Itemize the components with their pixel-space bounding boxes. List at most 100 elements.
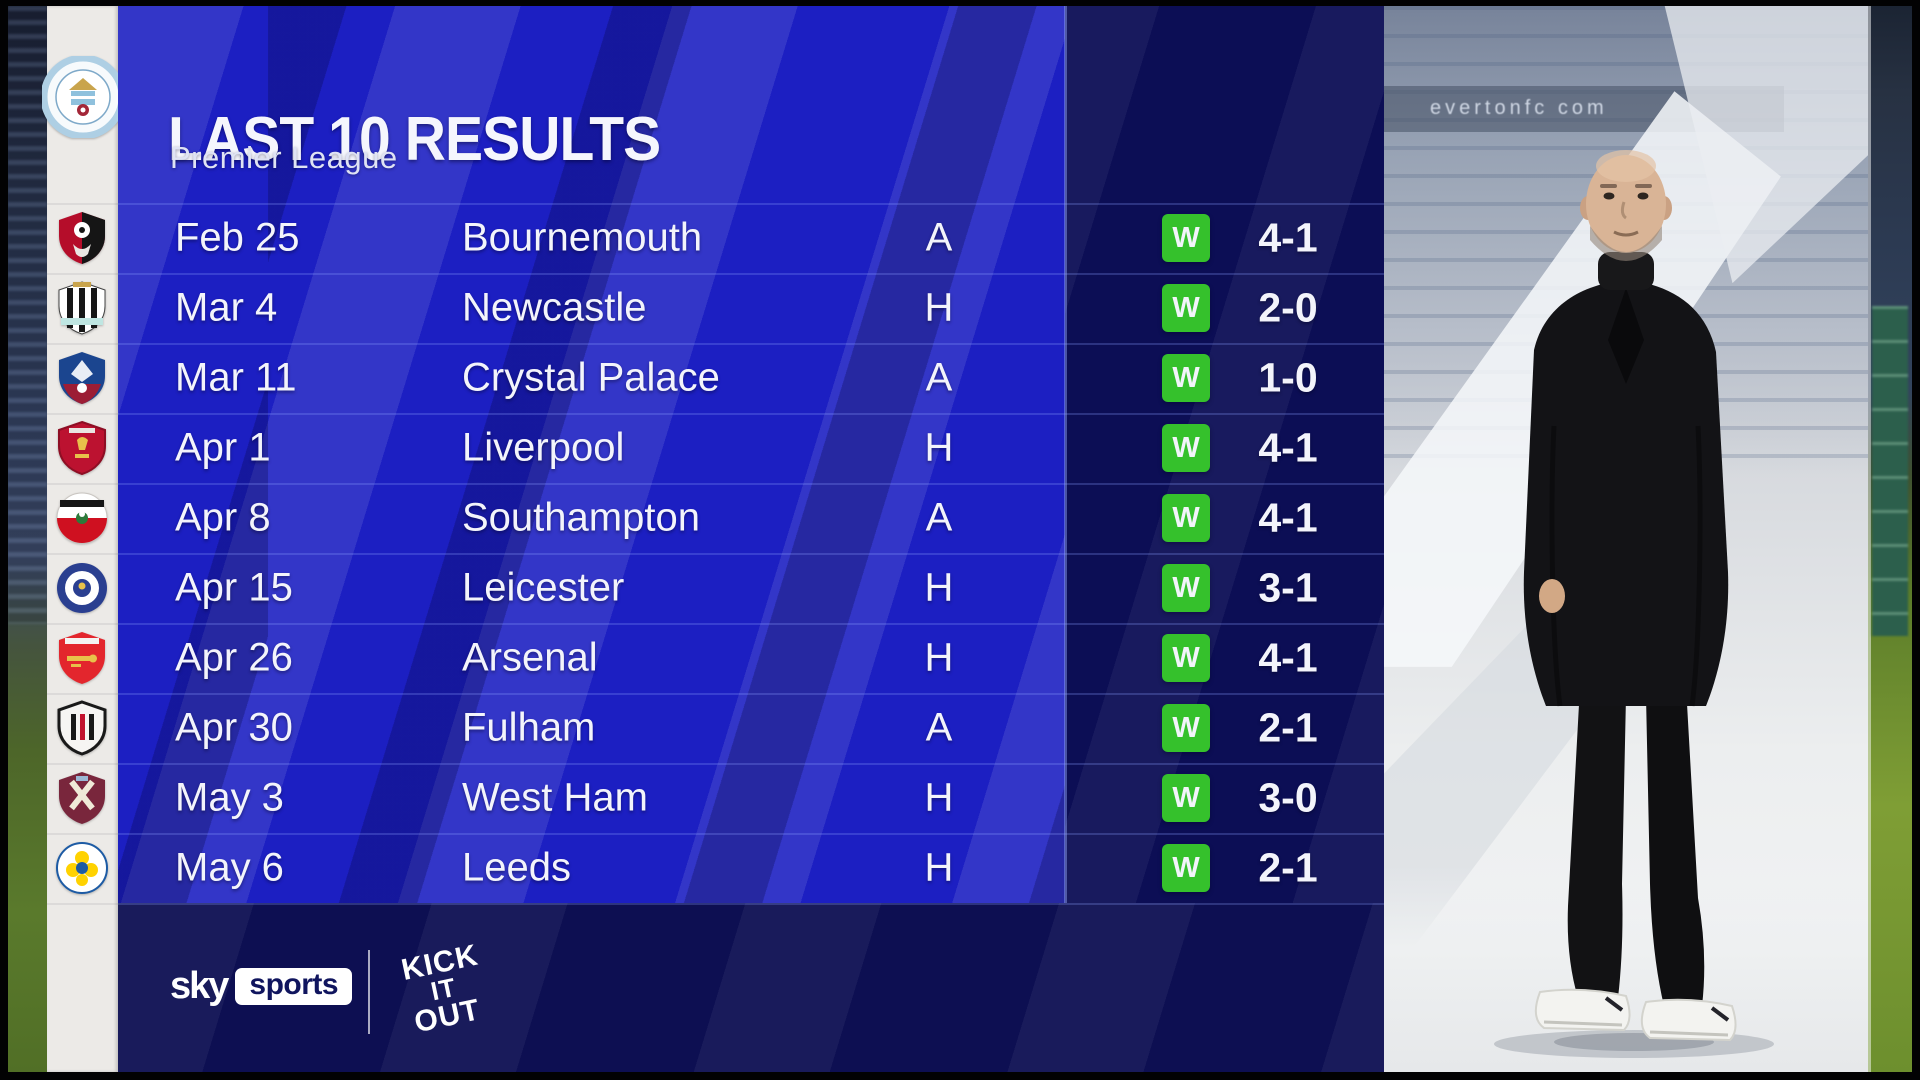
win-badge: W <box>1162 634 1210 682</box>
leeds-crest-icon <box>55 840 109 896</box>
win-badge: W <box>1162 704 1210 752</box>
row-divider <box>118 833 1384 835</box>
match-date: Mar 11 <box>175 355 297 400</box>
match-date: Apr 1 <box>175 425 271 470</box>
background-video-right <box>1868 6 1912 1072</box>
match-date: Apr 8 <box>175 495 271 540</box>
match-date: Feb 25 <box>175 215 300 260</box>
kick-it-out-logo: KICK IT OUT <box>390 936 499 1048</box>
win-badge: W <box>1162 284 1210 332</box>
rail-divider <box>47 833 118 835</box>
match-date: Mar 4 <box>175 285 278 330</box>
venue-indicator: H <box>924 425 954 470</box>
venue-indicator: H <box>924 285 954 330</box>
frame-left <box>0 0 8 1080</box>
team-badge-rail <box>42 6 124 1072</box>
newcastle-crest-icon <box>55 280 109 336</box>
result-row: Apr 30 Fulham A W 2-1 <box>118 693 1384 763</box>
rail-divider <box>47 903 118 905</box>
sky-wordmark: sky <box>170 965 229 1007</box>
page-subtitle: Premier League <box>170 140 398 175</box>
win-badge: W <box>1162 424 1210 472</box>
row-divider <box>118 903 1384 905</box>
win-badge: W <box>1162 564 1210 612</box>
result-row: Feb 25 Bournemouth A W 4-1 <box>118 203 1384 273</box>
score-column-background <box>1065 6 1384 903</box>
result-row: Apr 1 Liverpool H W 4-1 <box>118 413 1384 483</box>
crystal-palace-crest-icon <box>55 350 109 406</box>
studio-floor <box>1384 866 1868 1072</box>
match-score: 4-1 <box>1258 214 1318 261</box>
match-score: 2-1 <box>1258 704 1318 751</box>
rail-divider <box>47 343 118 345</box>
match-date: Apr 30 <box>175 705 293 750</box>
frame-top <box>0 0 1920 6</box>
venue-indicator: H <box>924 635 954 680</box>
result-row: Apr 8 Southampton A W 4-1 <box>118 483 1384 553</box>
match-date: Apr 26 <box>175 635 293 680</box>
win-badge: W <box>1162 354 1210 402</box>
opponent-name: Southampton <box>462 495 700 540</box>
logo-divider <box>368 950 370 1034</box>
opponent-name: Leeds <box>462 845 571 890</box>
stadium-ad-text: evertonfc com <box>1430 97 1608 119</box>
match-date: May 3 <box>175 775 284 820</box>
rail-divider <box>47 553 118 555</box>
match-score: 2-1 <box>1258 844 1318 891</box>
footer-background <box>118 903 1384 1072</box>
win-badge: W <box>1162 494 1210 542</box>
result-row: Apr 26 Arsenal H W 4-1 <box>118 623 1384 693</box>
row-divider <box>118 203 1384 205</box>
match-date: May 6 <box>175 845 284 890</box>
result-row: Apr 15 Leicester H W 3-1 <box>118 553 1384 623</box>
manager-photo-panel: evertonfc com <box>1384 6 1868 1072</box>
blurred-scoreboard <box>1872 306 1908 636</box>
opponent-name: Leicester <box>462 565 625 610</box>
opponent-name: Liverpool <box>462 425 625 470</box>
arsenal-crest-icon <box>55 630 109 686</box>
win-badge: W <box>1162 774 1210 822</box>
opponent-name: Arsenal <box>462 635 598 680</box>
result-row: Mar 11 Crystal Palace A W 1-0 <box>118 343 1384 413</box>
west-ham-crest-icon <box>55 770 109 826</box>
manchester-city-crest-icon <box>42 56 124 138</box>
leicester-crest-icon <box>55 560 109 616</box>
rail-divider <box>47 273 118 275</box>
opponent-name: Fulham <box>462 705 596 750</box>
match-date: Apr 15 <box>175 565 293 610</box>
venue-indicator: H <box>924 845 954 890</box>
southampton-crest-icon <box>55 490 109 546</box>
result-row: May 3 West Ham H W 3-0 <box>118 763 1384 833</box>
row-divider <box>118 413 1384 415</box>
rail-divider <box>47 413 118 415</box>
column-divider <box>1064 6 1067 903</box>
result-row: Mar 4 Newcastle H W 2-0 <box>118 273 1384 343</box>
frame-bottom <box>0 1072 1920 1080</box>
rail-divider <box>47 693 118 695</box>
opponent-name: Crystal Palace <box>462 355 720 400</box>
frame-right <box>1912 0 1920 1080</box>
opponent-name: West Ham <box>462 775 648 820</box>
row-divider <box>118 623 1384 625</box>
rail-divider <box>47 623 118 625</box>
row-divider <box>118 273 1384 275</box>
venue-indicator: H <box>924 565 954 610</box>
match-score: 4-1 <box>1258 494 1318 541</box>
rail-divider <box>47 203 118 205</box>
result-row: May 6 Leeds H W 2-1 <box>118 833 1384 903</box>
match-score: 3-0 <box>1258 774 1318 821</box>
row-divider <box>118 343 1384 345</box>
pep-guardiola-figure <box>1494 150 1774 1058</box>
win-badge: W <box>1162 214 1210 262</box>
row-divider <box>118 763 1384 765</box>
results-panel: LAST 10 RESULTS Premier League Feb 25 Bo… <box>118 6 1384 1072</box>
venue-indicator: A <box>925 705 953 750</box>
fulham-crest-icon <box>55 700 109 756</box>
venue-indicator: A <box>925 215 953 260</box>
row-divider <box>118 483 1384 485</box>
venue-indicator: A <box>925 355 953 400</box>
venue-indicator: A <box>925 495 953 540</box>
venue-indicator: H <box>924 775 954 820</box>
blurred-crowd <box>8 6 47 625</box>
page-title: LAST 10 RESULTS <box>168 104 661 174</box>
